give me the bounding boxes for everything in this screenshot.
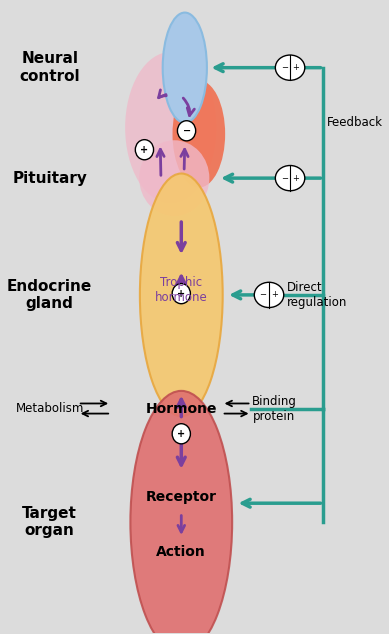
Ellipse shape (125, 52, 216, 204)
Text: Direct
regulation: Direct regulation (287, 281, 347, 309)
Text: Action: Action (156, 545, 206, 559)
Text: −: − (259, 290, 266, 299)
Ellipse shape (139, 140, 209, 216)
Text: Binding
protein: Binding protein (252, 394, 297, 422)
Ellipse shape (254, 282, 284, 307)
Text: +: + (272, 290, 279, 299)
Text: Receptor: Receptor (146, 490, 217, 504)
Text: +: + (293, 174, 300, 183)
Text: Pituitary: Pituitary (12, 171, 87, 186)
Ellipse shape (172, 424, 190, 444)
Text: Metabolism: Metabolism (16, 402, 84, 415)
Ellipse shape (140, 174, 223, 417)
Text: Feedback: Feedback (327, 117, 383, 129)
Ellipse shape (135, 139, 154, 160)
Text: −: − (281, 174, 288, 183)
Text: Neural
control: Neural control (19, 51, 80, 84)
Ellipse shape (177, 120, 196, 141)
Ellipse shape (163, 13, 207, 123)
Ellipse shape (172, 81, 225, 188)
Text: +: + (177, 288, 185, 299)
Text: +: + (140, 145, 149, 155)
Text: Trophic
hormone: Trophic hormone (155, 276, 208, 304)
Text: Hormone: Hormone (145, 401, 217, 415)
Text: +: + (293, 63, 300, 72)
Ellipse shape (172, 283, 190, 304)
Text: −: − (182, 126, 191, 136)
Ellipse shape (130, 391, 232, 634)
Ellipse shape (275, 165, 305, 191)
Text: Target
organ: Target organ (22, 506, 77, 538)
Text: Endocrine
gland: Endocrine gland (7, 279, 92, 311)
Text: −: − (281, 63, 288, 72)
Text: +: + (177, 429, 185, 439)
Ellipse shape (275, 55, 305, 81)
